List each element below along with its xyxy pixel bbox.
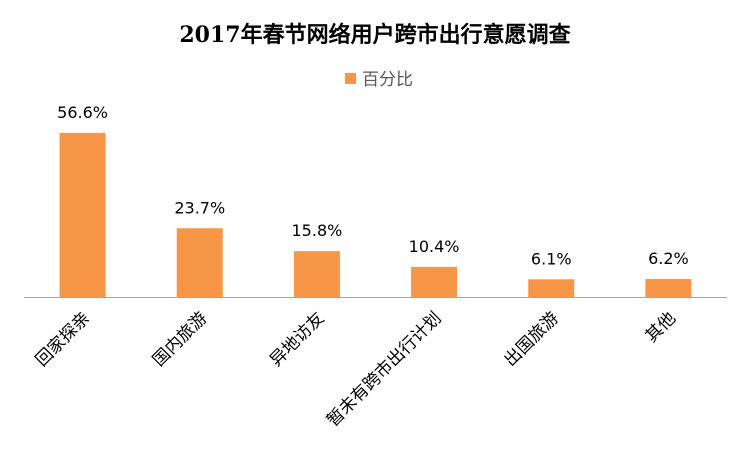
chart-title: 2017年春节网络用户跨市出行意愿调查 <box>179 22 570 48</box>
legend-swatch <box>345 73 356 84</box>
x-tick-label-1: 国内旅游 <box>149 308 211 370</box>
x-tick-label-2: 异地访友 <box>266 308 328 370</box>
data-label-0: 56.6% <box>57 103 108 122</box>
data-label-2: 15.8% <box>292 221 343 240</box>
data-label-5: 6.2% <box>648 249 689 268</box>
bar-2 <box>293 251 340 297</box>
data-label-4: 6.1% <box>531 249 572 268</box>
bar-4 <box>528 279 575 297</box>
bar-0 <box>59 132 106 297</box>
bar-5 <box>645 279 692 297</box>
x-tick-label-3: 暂未有跨市出行计划 <box>323 308 445 430</box>
data-label-1: 23.7% <box>174 198 225 217</box>
value-labels-group: 56.6% 23.7% 15.8% 10.4% 6.1% 6.2% <box>57 103 689 268</box>
x-tick-label-5: 其他 <box>642 308 680 346</box>
bar-1 <box>176 228 223 297</box>
legend-label: 百分比 <box>362 70 413 90</box>
legend: 百分比 <box>345 70 413 90</box>
x-tick-label-0: 回家探亲 <box>32 308 94 370</box>
bar-3 <box>411 266 458 297</box>
bars-group <box>59 132 692 297</box>
data-label-3: 10.4% <box>409 237 460 256</box>
x-tick-label-4: 出国旅游 <box>501 308 563 370</box>
